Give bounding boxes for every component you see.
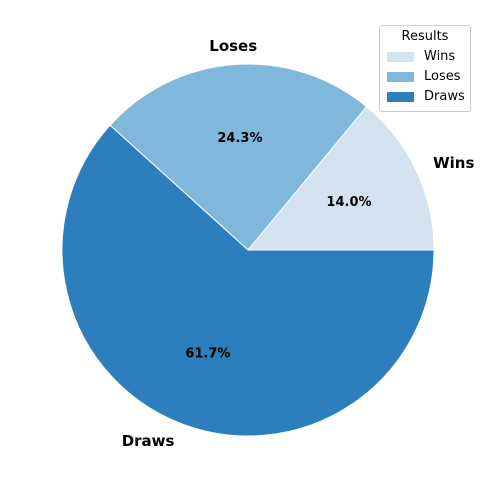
legend-item-draws: Draws (387, 89, 465, 105)
pct-label-loses: 24.3% (217, 131, 262, 146)
pct-label-wins: 14.0% (326, 195, 371, 210)
legend-label-wins: Wins (424, 49, 456, 64)
pie-slice-wins (247, 106, 435, 251)
pct-label-draws: 61.7% (185, 347, 230, 362)
legend: Results Wins Loses Draws (379, 25, 471, 112)
legend-label-loses: Loses (424, 69, 461, 84)
slice-label-wins: Wins (433, 154, 474, 172)
legend-title: Results (401, 29, 449, 44)
slice-label-draws: Draws (122, 432, 175, 450)
legend-swatch-draws (387, 92, 414, 102)
pie-slices (61, 63, 435, 437)
pie-slice-draws (61, 124, 435, 437)
pie-slice-loses (109, 63, 368, 251)
pie-labels: Wins 14.0% Loses 24.3% Draws 61.7% (122, 37, 475, 450)
slice-label-loses: Loses (209, 37, 257, 55)
legend-label-draws: Draws (424, 89, 465, 104)
legend-item-loses: Loses (387, 69, 461, 85)
legend-swatch-loses (387, 72, 414, 82)
legend-swatch-wins (387, 52, 414, 62)
legend-item-wins: Wins (387, 49, 455, 65)
